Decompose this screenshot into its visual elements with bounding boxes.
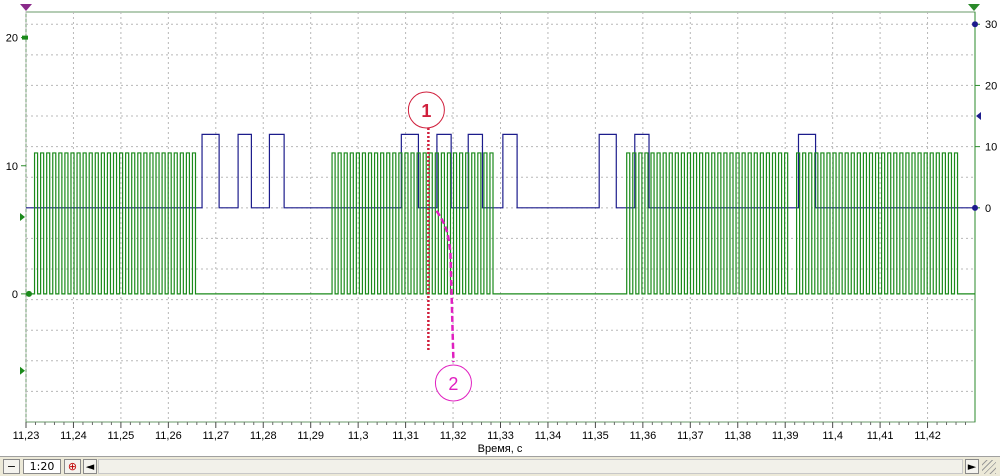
annotation-label-1: 1 xyxy=(421,101,431,121)
annotations: 12 xyxy=(407,91,472,402)
right-tick-label: 0 xyxy=(985,203,991,215)
x-axis: 11,23 11,24 11,25 11,26 11,27 11,28 11,29 11,3 1… xyxy=(13,422,967,442)
x-tick-label: 11,29 xyxy=(297,430,324,442)
left-tick-label: 0 xyxy=(12,289,18,301)
x-tick-label: 11,27 xyxy=(202,430,229,442)
zoom-in-icon[interactable]: ⊕ xyxy=(64,459,81,474)
annotation-label-2: 2 xyxy=(448,374,458,394)
annotation-line-2 xyxy=(435,210,455,363)
x-tick-label: 11,25 xyxy=(108,430,135,442)
x-tick-label: 11,33 xyxy=(487,430,514,442)
left-marker-icon[interactable] xyxy=(20,4,32,11)
x-tick-label: 11,39 xyxy=(772,430,799,442)
left-tick-label: 10 xyxy=(6,161,18,173)
series-trace-1 xyxy=(26,152,975,295)
x-tick-label: 11,37 xyxy=(677,430,704,442)
trigger-marker-icon[interactable] xyxy=(976,112,981,121)
x-tick-label: 11,42 xyxy=(914,430,941,442)
annotation-marker-2 xyxy=(434,364,472,402)
x-tick-label: 11,38 xyxy=(724,430,751,442)
resize-grip-icon[interactable] xyxy=(982,460,996,474)
x-axis-label: Время, с xyxy=(478,443,523,455)
x-tick-label: 11,4 xyxy=(822,430,843,442)
scroll-left-button[interactable]: ◄ xyxy=(83,459,97,474)
right-tick-label: 10 xyxy=(985,142,997,154)
x-tick-label: 11,32 xyxy=(440,430,467,442)
x-tick-label: 11,28 xyxy=(250,430,277,442)
x-tick-label: 11,3 xyxy=(348,430,369,442)
range-handle-icon[interactable] xyxy=(972,21,978,28)
status-bar: − 1:20 ⊕ ◄ ► xyxy=(0,456,1000,476)
right-tick-label: 30 xyxy=(985,19,997,31)
trigger-marker-icon[interactable] xyxy=(20,366,25,375)
trigger-marker-icon[interactable] xyxy=(20,213,25,221)
range-handle-icon[interactable] xyxy=(22,35,28,40)
x-tick-label: 11,36 xyxy=(629,430,656,442)
scroll-right-button[interactable]: ► xyxy=(965,459,979,474)
x-tick-label: 11,23 xyxy=(13,430,40,442)
x-tick-label: 11,31 xyxy=(392,430,419,442)
series-layer xyxy=(26,133,975,295)
right-axis: 30 20 10 0 xyxy=(972,12,997,422)
horizontal-scrollbar[interactable] xyxy=(98,459,963,474)
x-tick-label: 11,26 xyxy=(155,430,182,442)
right-marker-icon[interactable] xyxy=(968,4,980,11)
x-tick-label: 11,34 xyxy=(535,430,562,442)
right-tick-label: 20 xyxy=(985,80,997,92)
zoom-out-icon[interactable]: − xyxy=(3,459,20,474)
annotation-marker-1 xyxy=(407,91,445,129)
left-tick-label: 20 xyxy=(6,33,18,45)
x-tick-label: 11,41 xyxy=(867,430,894,442)
x-tick-label: 11,24 xyxy=(60,430,87,442)
x-tick-label: 11,35 xyxy=(582,430,609,442)
zoom-level[interactable]: 1:20 xyxy=(23,459,61,474)
